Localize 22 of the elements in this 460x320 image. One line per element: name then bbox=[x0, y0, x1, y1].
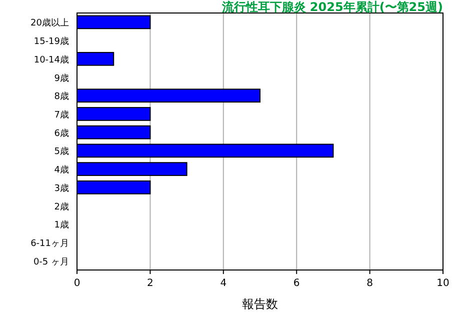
x-tick-label: 2 bbox=[147, 278, 154, 289]
chart-title: 流行性耳下腺炎 2025年累計(〜第25週) bbox=[220, 0, 443, 14]
y-tick-label: 2歳 bbox=[54, 201, 69, 212]
y-tick-label: 1歳 bbox=[54, 220, 69, 231]
y-tick-label: 8歳 bbox=[54, 91, 69, 102]
x-tick-label: 6 bbox=[293, 278, 300, 289]
x-tick-label: 0 bbox=[74, 278, 80, 289]
x-axis-title: 報告数 bbox=[242, 297, 278, 311]
y-tick-label: 5歳 bbox=[54, 146, 69, 158]
y-tick-label: 15-19歳 bbox=[34, 36, 69, 48]
y-tick-label: 3歳 bbox=[54, 182, 69, 194]
y-tick-label: 20歳以上 bbox=[30, 18, 69, 29]
y-tick-label: 4歳 bbox=[54, 164, 69, 176]
y-tick-label: 9歳 bbox=[54, 72, 69, 84]
x-tick-label: 10 bbox=[436, 278, 450, 289]
x-tick-label: 4 bbox=[220, 278, 227, 289]
y-tick-label: 6-11ヶ月 bbox=[30, 238, 69, 249]
y-tick-label: 6歳 bbox=[54, 128, 69, 139]
y-tick-label: 7歳 bbox=[54, 109, 69, 120]
y-tick-label: 0-5 ヶ月 bbox=[33, 257, 69, 268]
x-tick-label: 8 bbox=[366, 278, 373, 289]
y-tick-label: 10-14歳 bbox=[34, 54, 69, 66]
